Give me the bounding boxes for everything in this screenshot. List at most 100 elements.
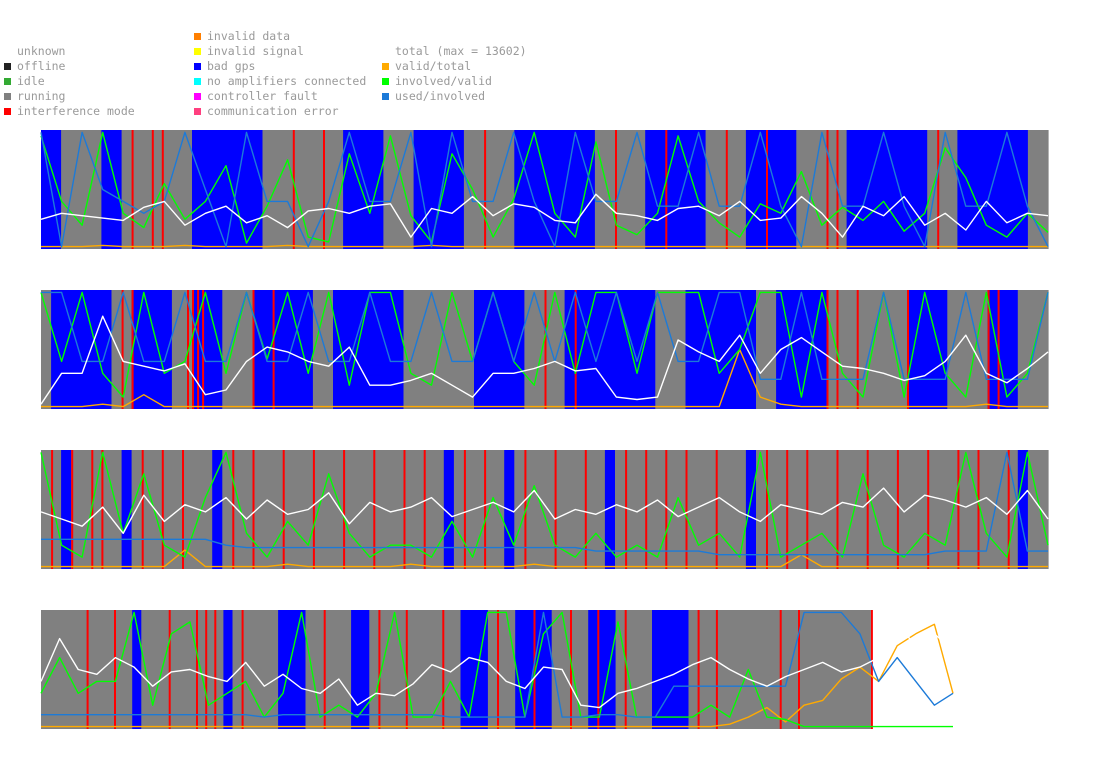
strip-1 [40,130,1049,249]
status-segment-running [487,610,516,729]
interference-mark [836,290,839,409]
status-segment-running [61,130,102,249]
interference-mark [182,450,184,569]
series-line-total [40,193,1049,238]
interference-mark [1007,450,1010,569]
interference-mark [645,450,648,569]
interference-mark [957,450,960,569]
series-line-valid [41,549,1048,568]
status-segment-bad-gps [846,130,928,249]
interference-mark [91,450,94,569]
legend-swatch [194,48,201,55]
interference-mark [114,610,116,729]
interference-mark [766,450,768,569]
interference-mark [715,450,718,569]
interference-mark [192,290,194,409]
status-segment-running [453,450,505,569]
series-line-valid [41,244,1048,248]
status-segment-running [514,450,606,569]
interference-mark [232,450,235,569]
interference-mark [574,290,577,409]
interference-mark [697,610,700,729]
interference-mark [907,290,909,409]
interference-mark [272,290,275,409]
interference-mark [624,610,627,729]
series-line-valid [41,348,1048,408]
legend-label: idle [17,74,45,88]
legend-swatch [382,48,389,55]
interference-mark [202,290,205,409]
series-line-used [41,451,1048,556]
series-line-involved [40,451,1049,558]
interference-mark [282,450,285,569]
interference-mark [497,610,499,729]
series-line-involved [40,611,953,728]
status-segment-bad-gps [212,450,223,569]
interference-mark [51,450,54,569]
legend-label: invalid data [207,29,291,43]
interference-mark [161,450,164,569]
status-segment-running [756,290,777,409]
series-line-used [40,131,1049,248]
interference-mark [423,450,426,569]
interference-mark [252,290,255,409]
interference-mark [378,610,381,729]
interference-mark [625,450,628,569]
status-segment-running [947,290,989,409]
status-segment-bad-gps [474,290,525,409]
status-segment-bad-gps [745,130,797,249]
legend-label: controller fault [207,89,318,103]
strip-3 [40,450,1049,569]
interference-mark [937,130,940,249]
legend-swatch [194,63,201,70]
interference-mark [101,450,104,569]
status-segment-running [369,610,462,729]
status-segment-running [1027,130,1049,249]
legend-label: invalid signal [207,44,304,58]
interference-mark [196,610,198,729]
interference-mark [615,130,617,249]
status-segment-bad-gps [957,130,1029,249]
status-segment-bad-gps [343,130,384,249]
interference-mark [161,130,164,249]
interference-mark [987,290,990,409]
interference-mark [214,610,217,729]
interference-mark [896,450,899,569]
status-segment-bad-gps [564,290,656,409]
status-segment-running [222,450,445,569]
status-segment-bad-gps [131,290,173,409]
interference-mark [997,290,1000,409]
interference-mark [323,130,325,249]
interference-mark [685,450,688,569]
strip-2 [40,290,1049,409]
legend-swatch [194,78,201,85]
interference-mark [205,610,208,729]
status-segment-bad-gps [51,290,113,409]
status-segment-running [312,290,334,409]
status-segment-bad-gps [745,450,757,569]
legend-swatch [194,108,201,115]
interference-mark [292,130,295,249]
legend-swatch [4,48,11,55]
status-segment-running [826,290,908,409]
status-segment-running [615,610,653,729]
interference-mark [323,610,326,729]
interference-mark [584,450,587,569]
strip-4 [40,610,954,729]
legend-swatch [382,78,389,85]
status-segment-bad-gps [121,450,133,569]
interference-mark [484,450,487,569]
interference-mark [484,130,487,249]
interference-mark [977,450,980,569]
legend-label: communication error [207,104,339,118]
legend-label: valid/total [395,59,472,73]
status-segment-running [222,290,254,409]
status-segment-bad-gps [588,610,617,729]
interference-mark [786,450,789,569]
legend-label: total (max = 13602) [395,44,527,58]
status-segment-running [71,450,123,569]
legend-swatch [4,93,11,100]
status-segment-running [463,130,515,249]
interference-mark [554,450,557,569]
